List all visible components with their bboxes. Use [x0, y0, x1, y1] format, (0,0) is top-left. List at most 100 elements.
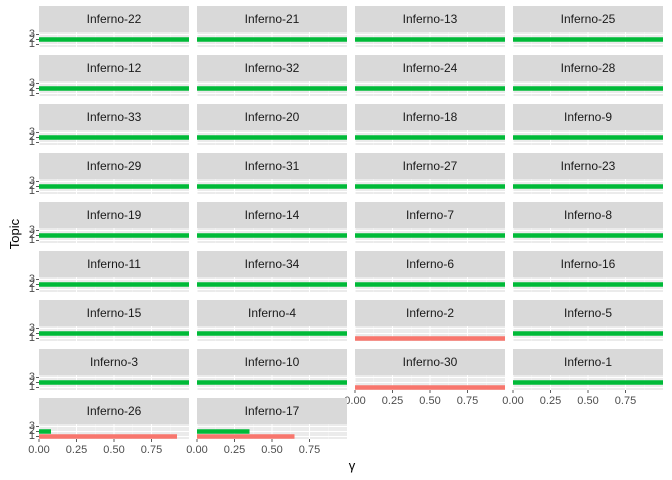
facet-panel: Inferno-26 123 0.00 0.25 0.50 0.75	[28, 398, 189, 456]
facet-strip	[355, 104, 505, 130]
facet-panel: Inferno-31	[196, 153, 347, 194]
y-tick-label: 3	[29, 273, 35, 285]
facet-panel: Inferno-27	[354, 153, 505, 194]
facet-label: Inferno-16	[561, 257, 616, 271]
facet-strip	[355, 202, 505, 228]
facet-panel: Inferno-20	[196, 104, 347, 145]
facet-label: Inferno-26	[87, 404, 142, 418]
facet-strip	[197, 55, 347, 81]
y-tick-label: 3	[29, 28, 35, 40]
bar-topic-2	[355, 184, 505, 189]
facet-label: Inferno-25	[561, 12, 616, 26]
y-tick-label: 1	[29, 234, 35, 246]
facet-label: Inferno-1	[564, 355, 612, 369]
facet-label: Inferno-34	[245, 257, 300, 271]
y-tick-label: 1	[29, 87, 35, 99]
facet-strip	[513, 153, 663, 179]
bar-topic-2	[197, 86, 347, 91]
facet-label: Inferno-13	[403, 12, 458, 26]
bar-topic-2	[355, 86, 505, 91]
bar-topic-2	[197, 331, 347, 336]
y-tick-label: 1	[29, 185, 35, 197]
bar-topic-2	[513, 37, 663, 42]
facet-strip	[197, 300, 347, 326]
facet-panel: Inferno-5	[512, 300, 663, 341]
facet-panel: Inferno-16	[512, 251, 663, 292]
bar-topic-2	[197, 282, 347, 287]
x-tick-label: 0.75	[299, 444, 320, 456]
facet-strip	[355, 300, 505, 326]
bar-topic-1	[355, 336, 505, 341]
facet-strip	[513, 6, 663, 32]
y-tick-label: 1	[29, 332, 35, 344]
facet-strip	[39, 349, 189, 375]
x-tick-label: 0.25	[382, 395, 403, 407]
x-tick-label: 0.50	[419, 395, 440, 407]
facet-panel: Inferno-28	[512, 55, 663, 96]
facet-panel: Inferno-21	[196, 6, 347, 47]
facet-panel: Inferno-12 123	[29, 55, 189, 99]
bar-topic-2	[197, 233, 347, 238]
facet-label: Inferno-14	[245, 208, 300, 222]
facet-strip	[513, 300, 663, 326]
x-tick-label: 0.25	[540, 395, 561, 407]
y-tick-label: 3	[29, 77, 35, 89]
bar-topic-2	[197, 37, 347, 42]
facet-panel: Inferno-4	[196, 300, 347, 341]
facet-strip	[197, 202, 347, 228]
bar-topic-2	[355, 135, 505, 140]
facet-strip	[39, 398, 189, 424]
facet-label: Inferno-33	[87, 110, 142, 124]
facet-panel: Inferno-14	[196, 202, 347, 243]
y-tick-label: 3	[29, 420, 35, 432]
facet-strip	[39, 202, 189, 228]
y-tick-label: 2	[29, 229, 35, 241]
facet-panel: Inferno-19 123	[29, 202, 189, 246]
bar-topic-2	[39, 429, 51, 434]
facet-label: Inferno-31	[245, 159, 300, 173]
facet-panel: Inferno-3 123	[29, 349, 189, 393]
facet-panel: Inferno-23	[512, 153, 663, 194]
facet-panel: Inferno-32	[196, 55, 347, 96]
bar-topic-2	[39, 233, 189, 238]
y-axis-title: Topic	[7, 218, 22, 249]
y-tick-label: 2	[29, 82, 35, 94]
facet-label: Inferno-24	[403, 61, 458, 75]
facet-label: Inferno-20	[245, 110, 300, 124]
y-tick-label: 3	[29, 322, 35, 334]
facet-label: Inferno-28	[561, 61, 616, 75]
facet-label: Inferno-27	[403, 159, 458, 173]
facet-panel: Inferno-25	[512, 6, 663, 47]
facet-strip	[355, 6, 505, 32]
facet-label: Inferno-4	[248, 306, 296, 320]
facet-panel: Inferno-9	[512, 104, 663, 145]
x-tick-label: 0.50	[261, 444, 282, 456]
bar-topic-1	[39, 434, 177, 439]
bar-topic-2	[39, 331, 189, 336]
x-tick-label: 0.00	[28, 444, 49, 456]
facet-strip	[39, 55, 189, 81]
facet-panel: Inferno-11 123	[29, 251, 189, 295]
facet-strip	[355, 153, 505, 179]
x-tick-label: 0.00	[344, 395, 365, 407]
y-tick-label: 2	[29, 278, 35, 290]
y-tick-label: 2	[29, 33, 35, 45]
facet-label: Inferno-7	[406, 208, 454, 222]
facet-strip	[197, 349, 347, 375]
facet-strip	[355, 251, 505, 277]
y-tick-label: 2	[29, 327, 35, 339]
bar-topic-2	[39, 282, 189, 287]
facet-strip	[197, 104, 347, 130]
bar-topic-2	[39, 37, 189, 42]
x-tick-label: 0.75	[457, 395, 478, 407]
facet-strip	[39, 6, 189, 32]
y-tick-label: 3	[29, 224, 35, 236]
facet-panel: Inferno-13	[354, 6, 505, 47]
facet-label: Inferno-5	[564, 306, 612, 320]
facet-label: Inferno-6	[406, 257, 454, 271]
bar-topic-1	[197, 434, 295, 439]
facet-panel: Inferno-1 0.00 0.25 0.50 0.75	[502, 349, 663, 407]
facet-panel: Inferno-6	[354, 251, 505, 292]
